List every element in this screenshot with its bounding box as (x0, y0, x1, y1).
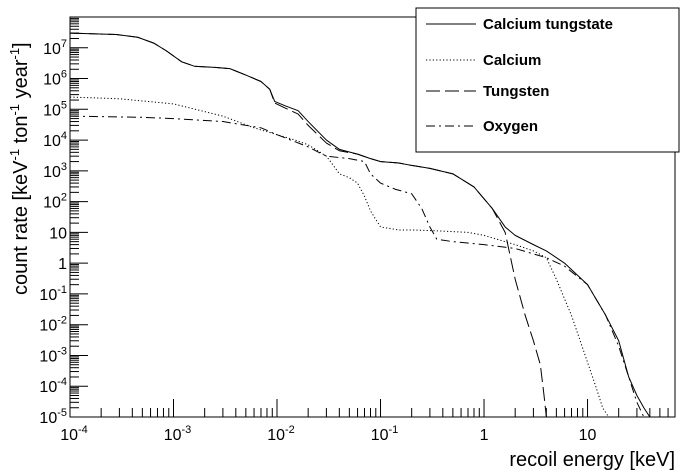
y-tick-label-exp: -3 (57, 345, 67, 357)
y-axis-label-exp-1: -1 (7, 149, 22, 161)
x-tick-label-exp: -1 (389, 424, 399, 436)
legend-label-3: Tungsten (483, 83, 549, 100)
y-tick-label: 103 (43, 161, 67, 181)
y-tick-label-base: 10 (43, 195, 61, 212)
legend-label-1: Calcium tungstate (483, 16, 613, 33)
legend-box (415, 7, 680, 153)
y-axis-label-exp-3: -1 (7, 48, 22, 60)
y-tick-label-base: 10 (39, 287, 57, 304)
x-tick-label: 10-1 (371, 424, 399, 444)
y-tick-label-base: 10 (39, 410, 57, 427)
y-tick-label: 106 (43, 69, 67, 89)
y-tick-label-exp: 3 (61, 161, 67, 173)
y-tick-label-base: 10 (43, 164, 61, 181)
y-tick-label-exp: 5 (61, 99, 67, 111)
y-tick-label: 104 (43, 130, 67, 150)
y-axis-label-mid: ton (10, 116, 32, 149)
y-tick-label-exp: -1 (57, 284, 67, 296)
x-tick-label-base: 10 (371, 427, 389, 444)
y-tick-label-exp: -4 (57, 376, 67, 388)
series-lines (69, 32, 651, 418)
legend-label-4: Oxygen (483, 118, 538, 135)
series-line-4 (69, 115, 645, 418)
x-tick-label: 10-4 (60, 424, 88, 444)
y-tick-label: 10-1 (39, 284, 67, 304)
y-tick-label-base: 10 (39, 379, 57, 396)
series-line-2 (69, 96, 610, 418)
x-tick-label-base: 1 (480, 427, 489, 444)
y-tick-label-exp: -2 (57, 315, 67, 327)
x-tick-label-base: 10 (164, 427, 182, 444)
y-axis-label-tail: year (10, 59, 32, 104)
y-axis-label: count rate [keV-1 ton-1 year-1] (7, 42, 32, 295)
y-tick-label: 10 (49, 225, 67, 242)
y-tick-label-base: 10 (43, 133, 61, 150)
y-tick-label-exp: 6 (61, 69, 67, 81)
x-tick-label-exp: -4 (78, 424, 88, 436)
legend-label-2: Calcium (483, 52, 541, 69)
y-tick-label-exp: -5 (57, 407, 67, 419)
legend-entries: Calcium tungstate Calcium Tungsten Oxygen (426, 16, 613, 135)
y-tick-label: 10-2 (39, 315, 67, 335)
x-tick-label-exp: -2 (285, 424, 295, 436)
y-tick-label-base: 10 (43, 72, 61, 89)
x-tick-label: 10-3 (164, 424, 192, 444)
plot-frame (69, 16, 676, 418)
y-tick-label: 10-4 (39, 376, 67, 396)
x-tick-label-base: 10 (267, 427, 285, 444)
x-tick-label-exp: -3 (182, 424, 192, 436)
x-tick-label-base: 10 (579, 427, 597, 444)
x-tick-label-base: 10 (60, 427, 78, 444)
tick-labels: 10-4 10-3 10-2 10-1 1 1010-510-410-310-210-11… (39, 38, 596, 444)
y-tick-label-exp: 7 (61, 38, 67, 50)
y-axis-label-end: ] (10, 42, 32, 48)
y-tick-label-exp: 2 (61, 192, 67, 204)
x-axis-label: recoil energy [keV] (509, 449, 675, 471)
x-tick-label: 10-2 (267, 424, 295, 444)
y-tick-label: 10-5 (39, 407, 67, 427)
axis-ticks (69, 16, 676, 418)
y-tick-label: 107 (43, 38, 67, 58)
y-tick-label-base: 10 (39, 348, 57, 365)
y-tick-label: 102 (43, 192, 67, 212)
series-line-3 (69, 32, 547, 418)
x-tick-label: 10 (579, 427, 597, 444)
y-tick-label-base: 10 (39, 318, 57, 335)
y-axis-label-base: count rate [keV (10, 160, 32, 295)
y-tick-label-base: 10 (43, 41, 61, 58)
y-tick-label: 105 (43, 99, 67, 119)
y-tick-label-exp: 4 (61, 130, 67, 142)
y-tick-label: 10-3 (39, 345, 67, 365)
y-tick-label: 1 (58, 256, 67, 273)
y-tick-label-base: 10 (43, 102, 61, 119)
legend: Calcium tungstate Calcium Tungsten Oxygen (415, 7, 680, 153)
x-tick-label: 1 (480, 427, 489, 444)
y-tick-label-base: 10 (49, 225, 67, 242)
y-tick-label-base: 1 (58, 256, 67, 273)
y-axis-label-exp-2: -1 (7, 104, 22, 116)
